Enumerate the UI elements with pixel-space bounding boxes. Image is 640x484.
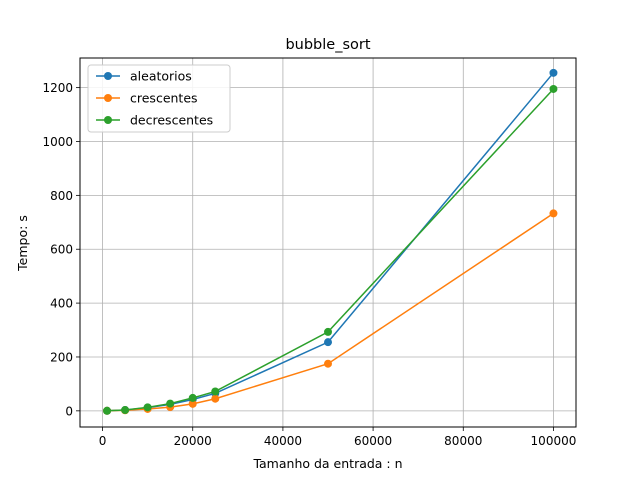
y-tick-label: 1200 bbox=[42, 81, 73, 95]
y-tick-label: 600 bbox=[50, 243, 73, 257]
data-point bbox=[324, 359, 332, 368]
data-point bbox=[324, 338, 332, 347]
y-tick-label: 1000 bbox=[42, 135, 73, 149]
data-point bbox=[103, 406, 112, 415]
x-axis-label: Tamanho da entrada : n bbox=[252, 456, 402, 471]
x-tick-label: 40000 bbox=[264, 434, 302, 448]
data-point bbox=[166, 399, 175, 408]
series-decrescentes bbox=[103, 84, 558, 415]
legend-swatch-marker bbox=[104, 116, 112, 124]
plot-frame bbox=[79, 57, 577, 428]
legend-label: crescentes bbox=[130, 91, 198, 106]
series-group bbox=[103, 68, 558, 415]
grid bbox=[80, 58, 576, 427]
data-point bbox=[549, 84, 558, 93]
legend-item: crescentes bbox=[96, 91, 198, 106]
data-point bbox=[188, 399, 197, 408]
data-point bbox=[324, 327, 332, 336]
axes-ticks: 0 20000 40000 60000 80000 100000 0 200 400 600 800… bbox=[42, 81, 576, 448]
data-point bbox=[121, 406, 130, 415]
data-point bbox=[143, 403, 152, 412]
y-tick-label: 0 bbox=[65, 404, 73, 418]
legend-swatch-marker bbox=[104, 72, 112, 80]
legend: aleatorios crescentes decrescentes bbox=[87, 64, 231, 133]
x-tick-label: 80000 bbox=[444, 434, 482, 448]
legend-box bbox=[87, 64, 231, 133]
y-axis-label: Tempo: s bbox=[15, 215, 30, 272]
legend-item: aleatorios bbox=[96, 69, 192, 84]
x-tick-label: 20000 bbox=[174, 434, 212, 448]
legend-label: aleatorios bbox=[130, 69, 192, 84]
data-point bbox=[211, 387, 220, 396]
legend-item: decrescentes bbox=[96, 113, 213, 128]
x-tick-label: 100000 bbox=[531, 434, 577, 448]
legend-label: decrescentes bbox=[130, 113, 213, 128]
data-point bbox=[549, 68, 558, 77]
legend-swatch-marker bbox=[104, 94, 112, 102]
x-tick-label: 60000 bbox=[354, 434, 392, 448]
data-point bbox=[188, 393, 197, 402]
data-point bbox=[549, 209, 558, 218]
x-tick-label: 0 bbox=[99, 434, 107, 448]
chart-title: bubble_sort bbox=[285, 37, 370, 53]
y-tick-label: 800 bbox=[50, 189, 73, 203]
data-point bbox=[211, 394, 220, 403]
y-tick-label: 400 bbox=[50, 297, 73, 311]
y-tick-label: 200 bbox=[50, 350, 73, 364]
